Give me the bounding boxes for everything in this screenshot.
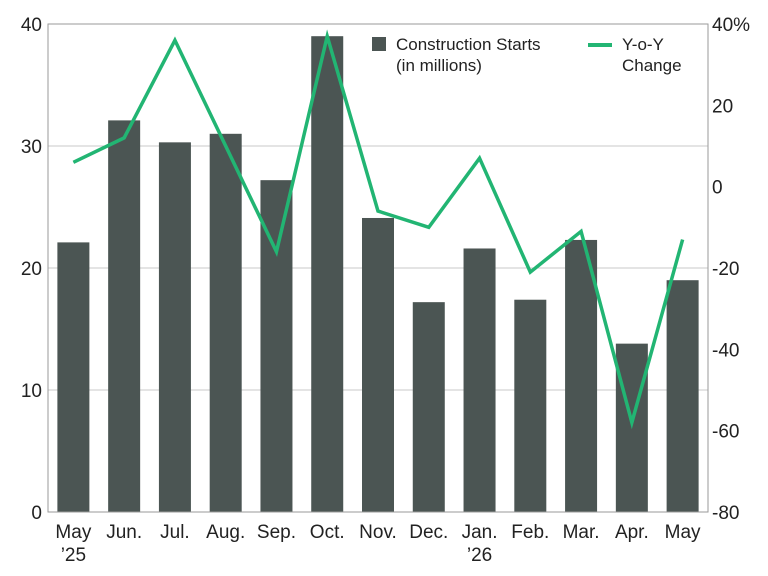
x-tick-label: Sep.	[257, 522, 296, 543]
bar	[565, 239, 598, 512]
y-left-tick-label: 0	[31, 503, 42, 524]
y-left-tick-label: 40	[21, 15, 42, 36]
bar-series	[57, 36, 699, 513]
y-right-tick-label: 0	[712, 178, 723, 199]
bar	[158, 142, 191, 512]
bar	[362, 217, 394, 513]
legend-label-bars: Construction Starts	[396, 35, 541, 54]
plot-frame	[47, 23, 709, 513]
bar	[514, 299, 547, 512]
bar	[463, 248, 496, 513]
legend-label-bars: (in millions)	[396, 56, 482, 75]
y-left-tick-label: 10	[21, 381, 42, 402]
bar	[412, 302, 445, 512]
bar	[260, 180, 293, 512]
x-tick-label: Apr.	[615, 522, 649, 543]
x-tick-sublabel: ’26	[467, 545, 492, 566]
y-right-tick-label: -40	[712, 340, 739, 361]
x-tick-label: Jul.	[160, 522, 190, 543]
x-tick-label: Jun.	[106, 522, 142, 543]
x-tick-label: Mar.	[563, 522, 600, 543]
bar	[57, 242, 90, 512]
legend: Construction Starts (in millions) Y-o-Y Cha…	[372, 35, 682, 75]
legend-label-line: Y-o-Y	[622, 35, 664, 54]
y-right-tick-label: -60	[712, 422, 739, 443]
bar	[666, 280, 699, 512]
x-tick-label: Nov.	[359, 522, 397, 543]
x-tick-label: Feb.	[511, 522, 549, 543]
line-series	[72, 29, 685, 430]
y-right-tick-label: 20	[712, 96, 733, 117]
x-tick-label: Aug.	[206, 522, 245, 543]
x-tick-label: May	[55, 522, 91, 543]
bar	[311, 36, 344, 512]
y-left-tick-label: 20	[21, 259, 42, 280]
y-right-tick-label: -80	[712, 503, 739, 524]
y-left-tick-label: 30	[21, 137, 42, 158]
bar	[209, 133, 242, 513]
y-right-tick-label: 40%	[712, 15, 750, 36]
y-right-tick-label: -20	[712, 259, 739, 280]
bar	[108, 120, 141, 512]
x-tick-label: Dec.	[409, 522, 448, 543]
x-tick-label: Oct.	[310, 522, 345, 543]
x-tick-sublabel: ’25	[61, 545, 86, 566]
x-tick-label: May	[665, 522, 701, 543]
legend-label-line: Change	[622, 56, 682, 75]
legend-swatch-bars	[372, 37, 386, 51]
x-tick-label: Jan.	[462, 522, 498, 543]
